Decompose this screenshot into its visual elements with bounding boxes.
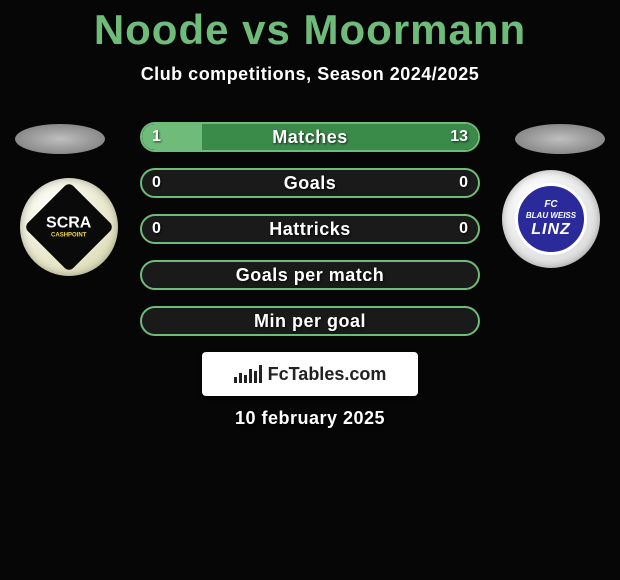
chart-bars-icon [234, 365, 262, 383]
bar-icon-seg [239, 373, 242, 383]
country-ellipse-left [15, 124, 105, 154]
club-badge-left-text: SCRA CASHPOINT [46, 215, 91, 239]
club-badge-right-inner: FC BLAU WEISS LINZ [515, 183, 587, 255]
brand-box[interactable]: FcTables.com [202, 352, 418, 396]
stat-label: Hattricks [142, 216, 478, 242]
club-badge-right-text: FC BLAU WEISS LINZ [526, 199, 576, 240]
stat-row-hattricks: 0 Hattricks 0 [140, 214, 480, 244]
club-badge-left-inner: SCRA CASHPOINT [24, 182, 115, 273]
page-title: Noode vs Moormann [0, 0, 620, 54]
badge-right-linz: LINZ [526, 220, 576, 239]
bar-icon-seg [244, 375, 247, 383]
bar-icon-seg [249, 369, 252, 383]
badge-right-bw: BLAU WEISS [526, 211, 576, 221]
bar-icon-seg [254, 371, 257, 383]
badge-left-sub: CASHPOINT [46, 233, 91, 240]
club-badge-left: SCRA CASHPOINT [20, 178, 118, 276]
subtitle: Club competitions, Season 2024/2025 [0, 64, 620, 85]
badge-left-main: SCRA [46, 215, 91, 233]
date-text: 10 february 2025 [0, 408, 620, 429]
bar-icon-seg [259, 365, 262, 383]
badge-right-fc: FC [526, 199, 576, 211]
stat-label: Goals [142, 170, 478, 196]
stat-row-goals: 0 Goals 0 [140, 168, 480, 198]
club-badge-left-outer: SCRA CASHPOINT [20, 178, 118, 276]
stat-label: Matches [142, 124, 478, 150]
club-badge-right: FC BLAU WEISS LINZ [502, 170, 600, 268]
stat-value-right: 13 [450, 124, 468, 150]
brand-text: FcTables.com [268, 364, 387, 385]
country-ellipse-right [515, 124, 605, 154]
club-badge-right-outer: FC BLAU WEISS LINZ [502, 170, 600, 268]
stat-row-goals-per-match: Goals per match [140, 260, 480, 290]
stat-label: Goals per match [142, 262, 478, 288]
bar-icon-seg [234, 377, 237, 383]
stat-value-right: 0 [459, 170, 468, 196]
stat-value-right: 0 [459, 216, 468, 242]
stat-label: Min per goal [142, 308, 478, 334]
stat-row-matches: 1 Matches 13 [140, 122, 480, 152]
stat-row-min-per-goal: Min per goal [140, 306, 480, 336]
stats-area: 1 Matches 13 0 Goals 0 0 Hattricks 0 Goa… [140, 122, 480, 352]
